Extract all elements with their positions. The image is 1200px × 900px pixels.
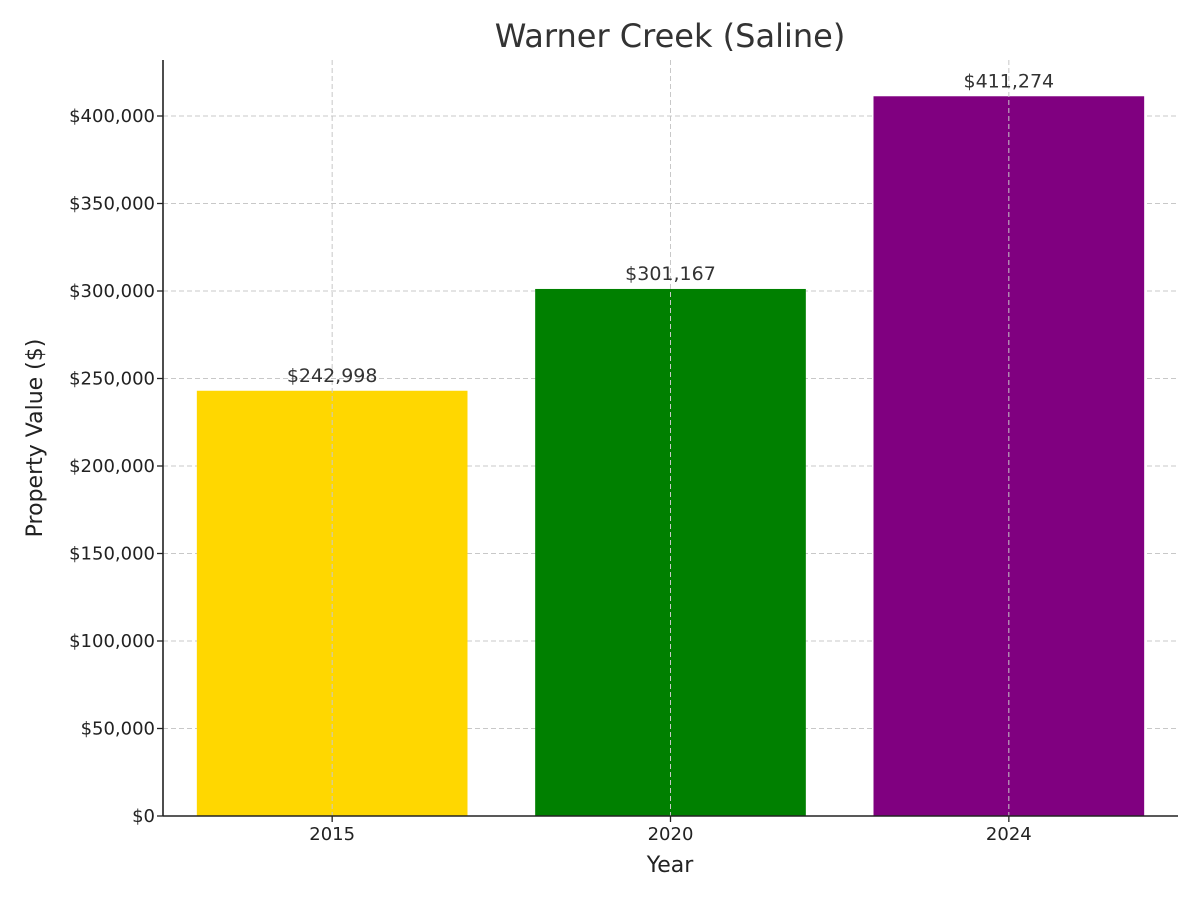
axes xyxy=(157,60,1178,822)
x-tick-label: 2015 xyxy=(309,824,355,845)
data-label-2015: $242,998 xyxy=(287,365,378,387)
x-tick-label: 2024 xyxy=(986,824,1032,845)
y-tick-label: $350,000 xyxy=(69,194,155,215)
y-tick-label: $50,000 xyxy=(81,719,155,740)
y-axis-label: Property Value ($) xyxy=(23,339,48,538)
y-tick-label: $100,000 xyxy=(69,631,155,652)
data-label-2020: $301,167 xyxy=(625,263,716,285)
y-tick-label: $0 xyxy=(132,806,155,827)
y-tick-label: $400,000 xyxy=(69,106,155,127)
y-tick-label: $200,000 xyxy=(69,456,155,477)
y-tick-label: $300,000 xyxy=(69,281,155,302)
x-axis-label: Year xyxy=(646,853,695,878)
y-tick-label: $150,000 xyxy=(69,544,155,565)
y-tick-label: $250,000 xyxy=(69,369,155,390)
chart-title: Warner Creek (Saline) xyxy=(495,17,846,55)
x-tick-label: 2020 xyxy=(648,824,694,845)
data-label-2024: $411,274 xyxy=(963,70,1054,92)
data-labels: $242,998 $301,167 $411,274 xyxy=(287,70,1054,386)
x-grid-lines xyxy=(331,60,1010,816)
tick-labels: $0 $50,000 $100,000 $150,000 $200,000 $250,00… xyxy=(69,106,1032,845)
